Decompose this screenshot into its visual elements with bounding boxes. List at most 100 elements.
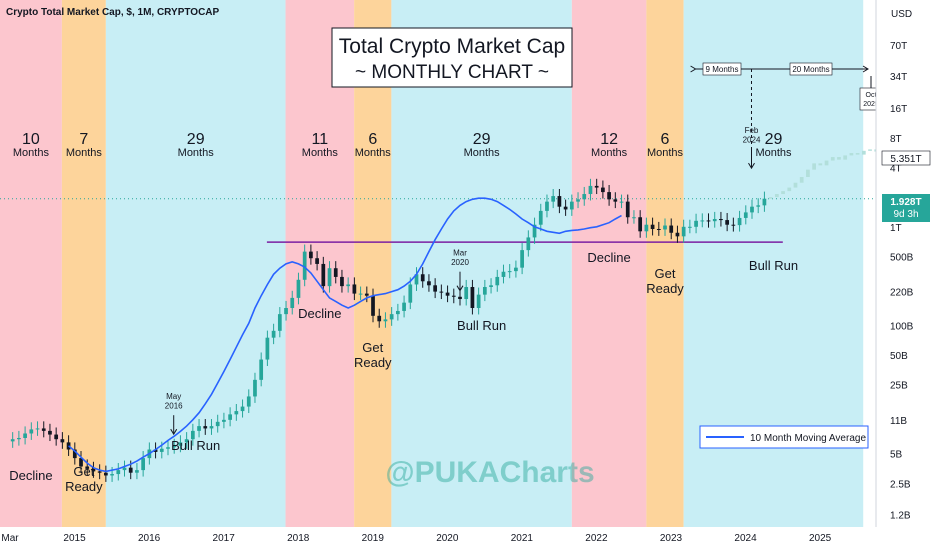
candle-body-53 (340, 276, 344, 287)
candle-body-10 (72, 449, 77, 459)
phase-count-3: 11 (312, 131, 329, 148)
candle-body-66 (420, 274, 425, 282)
phase-count-4: 6 (368, 131, 377, 148)
candle-body-26 (172, 445, 177, 448)
x-axis-panel (0, 527, 932, 550)
y-tick-label-1: 70T (890, 41, 907, 52)
ghost-candle-0 (768, 197, 773, 199)
nine-months-box: 9 Months (702, 62, 742, 76)
phase-labels: 10Months7Months29Months11Months6Months29… (9, 131, 798, 494)
ghost-candle-1 (774, 194, 779, 198)
ghost-candle-2 (781, 191, 785, 195)
candle-body-18 (122, 467, 127, 471)
candle-body-14 (97, 471, 102, 473)
candle-body-55 (352, 284, 357, 294)
phase-label-0: Decline (9, 468, 52, 483)
symbol-header: Crypto Total Market Cap, $, 1M, CRYPTOCA… (6, 7, 220, 18)
phase-unit-6: Months (591, 147, 628, 159)
candle-body-20 (135, 470, 139, 473)
title-line-2: ~ MONTHLY CHART ~ (355, 62, 549, 83)
candle-body-121 (762, 198, 767, 206)
candle-body-79 (501, 271, 506, 277)
phase-label-1: Get Ready (65, 464, 103, 494)
candle-body-86 (545, 201, 549, 211)
candle-body-75 (476, 294, 481, 309)
candle-body-29 (190, 430, 195, 440)
candle-body-40 (259, 359, 264, 380)
target-label-1: Oct (866, 92, 877, 99)
candle-body-98 (619, 201, 624, 203)
phase-unit-0: Months (13, 147, 50, 159)
candle-body-107 (675, 232, 680, 237)
x-tick-label-3: 2017 (213, 533, 236, 544)
candle-body-70 (445, 292, 450, 296)
x-tick-label-8: 2022 (585, 533, 608, 544)
x-tick-label-10: 2024 (734, 533, 757, 544)
ghost-candle-15 (861, 150, 866, 155)
twenty-months-box: 20 Months (789, 62, 833, 76)
ghost-candle-9 (824, 160, 829, 166)
title-box: Total Crypto Market Cap ~ MONTHLY CHART … (331, 27, 573, 88)
candle-body-76 (482, 287, 487, 295)
candle-body-52 (333, 268, 338, 277)
phase-band-0 (0, 0, 62, 527)
candle-body-3 (29, 429, 34, 434)
candle-body-78 (495, 276, 500, 286)
phase-band-blank (863, 0, 876, 527)
candle-body-48 (309, 251, 313, 259)
candle-body-41 (265, 337, 270, 360)
candle-body-57 (364, 293, 369, 296)
candle-body-44 (284, 308, 288, 315)
phase-band-6 (571, 0, 647, 527)
candle-body-91 (576, 199, 580, 202)
candle-body-84 (532, 224, 537, 238)
currency-label: USD (891, 9, 912, 20)
x-tick-label-1: 2015 (63, 533, 86, 544)
y-tick-label-9: 100B (890, 321, 914, 332)
nine-months-rect (702, 62, 742, 76)
candle-body-39 (253, 379, 257, 397)
candle-body-68 (433, 285, 438, 292)
candle-body-92 (582, 194, 587, 200)
candle-body-58 (371, 295, 375, 316)
candle-body-100 (632, 217, 636, 219)
phase-unit-7: Months (647, 147, 684, 159)
annotation-arrowhead-2 (748, 162, 755, 170)
phase-count-5: 29 (473, 131, 491, 148)
candle-body-38 (246, 396, 251, 407)
candle-body-45 (290, 297, 295, 309)
candle-body-105 (663, 225, 667, 230)
ghost-candle-11 (837, 157, 841, 160)
candle-body-74 (470, 287, 475, 309)
phase-label-3: Decline (298, 306, 341, 321)
ghost-candle-16 (868, 149, 872, 151)
candle-body-51 (327, 268, 332, 287)
y-tick-label-6: 1T (890, 223, 902, 234)
candle-body-90 (569, 201, 574, 210)
x-tick-label-4: 2018 (287, 533, 310, 544)
candle-body-104 (656, 228, 661, 230)
candle-body-111 (700, 220, 705, 222)
annotation-arrowhead-1 (456, 285, 464, 292)
candle-body-15 (104, 472, 108, 476)
phase-count-2: 29 (187, 131, 205, 148)
legend-box: 10 Month Moving Average (699, 425, 869, 449)
candle-body-112 (706, 220, 711, 222)
candle-body-99 (625, 201, 630, 218)
candle-body-69 (439, 291, 444, 293)
ghost-candle-14 (855, 153, 860, 155)
projection-arrowhead-1 (862, 65, 869, 73)
candle-body-67 (427, 281, 431, 286)
candle-body-16 (110, 474, 114, 476)
candle-body-102 (644, 224, 649, 232)
candle-body-56 (358, 293, 363, 295)
candle-body-62 (396, 310, 400, 315)
phase-label-2: Bull Run (171, 438, 220, 453)
phase-label-7: Get Ready (646, 266, 684, 296)
y-tick-label-13: 5B (890, 450, 903, 461)
phase-unit-3: Months (302, 147, 339, 159)
x-tick-label-6: 2020 (436, 533, 459, 544)
candle-body-31 (203, 426, 208, 429)
candle-body-93 (588, 185, 593, 195)
candle-body-97 (613, 199, 618, 202)
